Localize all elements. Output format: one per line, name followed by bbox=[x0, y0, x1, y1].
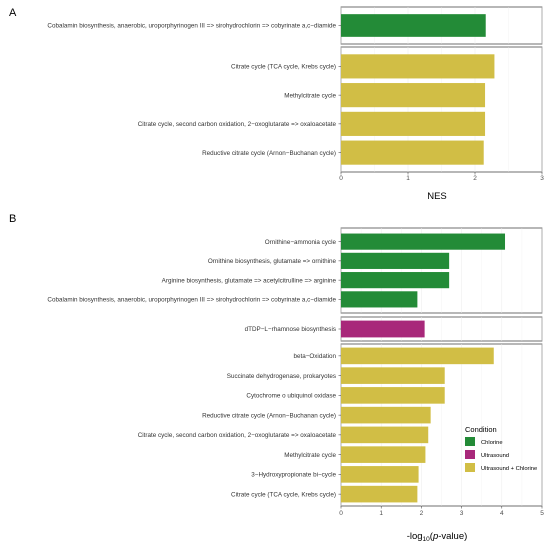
bar-cobalamin-biosynthesis-anaerobic-uroporphyrinogen-iii-sirohydrochlorin-cobyrinate-a-c-diamide bbox=[341, 14, 486, 37]
category-label: dTDP−L−rhamnose biosynthesis bbox=[245, 326, 336, 333]
category-label: Reductive citrate cycle (Arnon−Buchanan … bbox=[202, 150, 336, 157]
bar-reductive-citrate-cycle-arnon-buchanan-cycle bbox=[341, 406, 431, 424]
x-axis-title-prefix: -log bbox=[407, 531, 423, 542]
legend-label-ultrasound: Ultrasound bbox=[481, 453, 509, 459]
bar-cobalamin-biosynthesis-anaerobic-uroporphyrinogen-iii-sirohydrochlorin-cobyrinate-a-c-diamide bbox=[341, 291, 418, 308]
bar-methylcitrate-cycle bbox=[341, 446, 426, 463]
category-label: Reductive citrate cycle (Arnon−Buchanan … bbox=[202, 412, 336, 419]
bar-beta-oxidation bbox=[341, 347, 494, 365]
x-tick-label: 4 bbox=[500, 510, 504, 517]
category-label: 3−Hydroxypropionate bi−cycle bbox=[251, 472, 336, 479]
bar-citrate-cycle-tca-cycle-krebs-cycle bbox=[341, 485, 418, 503]
x-tick-label: 2 bbox=[420, 510, 424, 517]
x-axis-title-open: ( bbox=[430, 531, 434, 542]
category-label: Citrate cycle (TCA cycle, Krebs cycle) bbox=[231, 64, 336, 71]
category-label: Citrate cycle, second carbon oxidation, … bbox=[138, 121, 337, 128]
x-axis-title-italic: p bbox=[432, 531, 438, 542]
bar-citrate-cycle-second-carbon-oxidation-2-oxoglutarate-oxaloacetate bbox=[341, 426, 429, 444]
bar-methylcitrate-cycle bbox=[341, 83, 486, 108]
category-label: Methylcitrate cycle bbox=[284, 92, 336, 99]
legend: Condition Chlorine Ultrasound Ultrasound… bbox=[465, 425, 537, 472]
legend-swatch-chlorine bbox=[465, 437, 475, 446]
x-tick-label: 3 bbox=[460, 510, 464, 517]
bar-ornithine-ammonia-cycle bbox=[341, 233, 506, 250]
panel-b-x-axis-title: -log10(p-value) bbox=[407, 531, 468, 543]
category-label: Succinate dehydrogenase, prokaryotes bbox=[227, 373, 336, 380]
bar-ornithine-biosynthesis-glutamate-ornithine bbox=[341, 252, 450, 269]
category-label: Cobalamin biosynthesis, anaerobic, uropo… bbox=[47, 23, 336, 30]
legend-title: Condition bbox=[465, 425, 497, 434]
legend-label-ultrasound-chlorine: Ultrasound + Chlorine bbox=[481, 466, 537, 472]
legend-label-chlorine: Chlorine bbox=[481, 440, 503, 446]
bar-cytochrome-o-ubiquinol-oxidase bbox=[341, 387, 445, 404]
panel-b-label: B bbox=[9, 213, 16, 225]
bar-reductive-citrate-cycle-arnon-buchanan-cycle bbox=[341, 140, 484, 165]
bar-arginine-biosynthesis-glutamate-acetylcitrulline-arginine bbox=[341, 272, 450, 289]
bar-dtdp-l-rhamnose-biosynthesis bbox=[341, 320, 425, 338]
x-tick-label: 1 bbox=[379, 510, 383, 517]
category-label: Methylcitrate cycle bbox=[284, 452, 336, 459]
x-axis-title-suffix: -value) bbox=[438, 531, 467, 542]
x-axis-title-subscript: 10 bbox=[423, 536, 431, 543]
panel-a-label: A bbox=[9, 7, 17, 19]
category-label: Cobalamin biosynthesis, anaerobic, uropo… bbox=[47, 297, 336, 304]
legend-swatch-ultrasound-chlorine bbox=[465, 463, 475, 472]
bar-3-hydroxypropionate-bi-cycle bbox=[341, 466, 419, 483]
bar-citrate-cycle-tca-cycle-krebs-cycle bbox=[341, 54, 495, 79]
panel-a: Cobalamin biosynthesis, anaerobic, uropo… bbox=[47, 6, 544, 182]
x-tick-label: 5 bbox=[540, 510, 544, 517]
category-label: Citrate cycle, second carbon oxidation, … bbox=[138, 432, 337, 439]
legend-swatch-ultrasound bbox=[465, 450, 475, 459]
panel-b: Ornithine−ammonia cycle Ornithine biosynt… bbox=[47, 227, 544, 517]
x-tick-label: 3 bbox=[540, 175, 544, 182]
category-label: Ornithine−ammonia cycle bbox=[265, 239, 337, 246]
bar-succinate-dehydrogenase-prokaryotes bbox=[341, 367, 445, 384]
x-tick-label: 2 bbox=[473, 175, 477, 182]
category-label: Cytochrome o ubiquinol oxidase bbox=[246, 393, 336, 400]
bar-citrate-cycle-second-carbon-oxidation-2-oxoglutarate-oxaloacetate bbox=[341, 111, 486, 136]
category-label: Ornithine biosynthesis, glutamate => orn… bbox=[208, 258, 337, 265]
x-tick-label: 0 bbox=[339, 510, 343, 517]
panel-a-x-axis-title: NES bbox=[427, 191, 447, 202]
x-tick-label: 1 bbox=[406, 175, 410, 182]
category-label: Arginine biosynthesis, glutamate => acet… bbox=[162, 277, 337, 284]
x-tick-label: 0 bbox=[339, 175, 343, 182]
category-label: Citrate cycle (TCA cycle, Krebs cycle) bbox=[231, 491, 336, 498]
category-label: beta−Oxidation bbox=[293, 353, 336, 360]
